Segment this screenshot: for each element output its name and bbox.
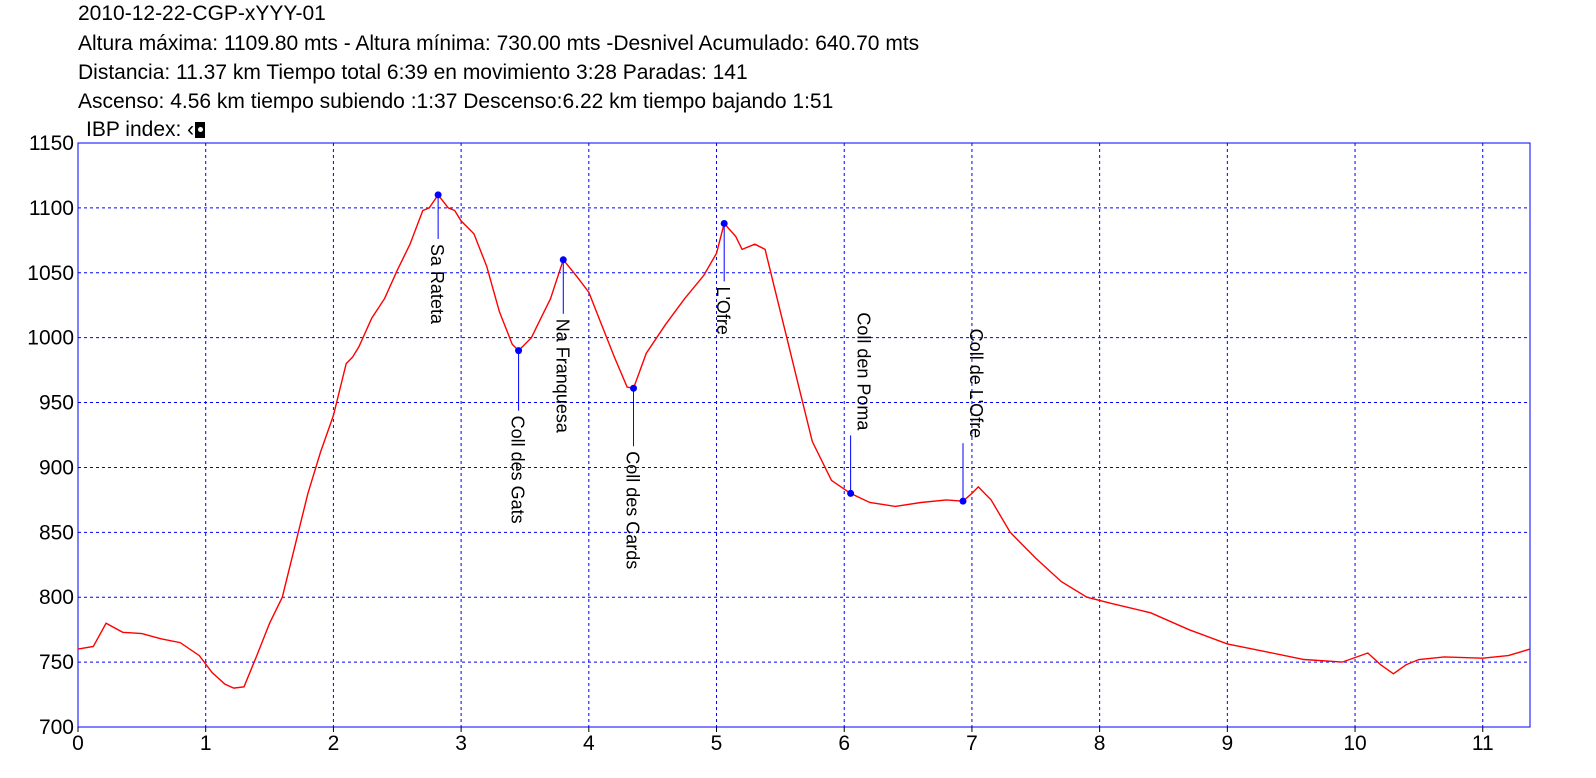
- y-tick-label: 900: [39, 456, 74, 479]
- ascent-descent-summary: Ascenso: 4.56 km tiempo subiendo :1:37 D…: [78, 90, 834, 113]
- x-tick-label: 11: [1472, 732, 1494, 755]
- plot-frame: [77, 142, 1531, 728]
- peak-annotation: Coll des Cards: [623, 384, 643, 569]
- y-tick-label: 800: [39, 586, 74, 609]
- peak-annotation: Sa Rateta: [427, 191, 447, 325]
- distance-time-summary: Distancia: 11.37 km Tiempo total 6:39 en…: [78, 61, 748, 84]
- x-tick-label: 5: [711, 732, 723, 755]
- annotation-label: Coll de L'Ofre: [966, 329, 986, 439]
- axis-ticks: 0 1 2 3 4 5 6 7 8 9 10 11 700 750 800 850 900 950 1000 1050…: [27, 132, 1493, 755]
- annotation-marker: [515, 347, 523, 355]
- annotation-label: Coll des Gats: [508, 416, 528, 524]
- x-tick-label: 7: [966, 732, 978, 755]
- peak-annotations: Sa Rateta Coll des Gats Na Franquesa Coll d…: [427, 191, 986, 569]
- annotation-label: Na Franquesa: [552, 319, 572, 434]
- y-tick-label: 700: [39, 716, 74, 739]
- annotation-marker: [630, 384, 638, 392]
- annotation-marker: [434, 191, 442, 199]
- ibp-badge-icon: [195, 122, 206, 138]
- peak-annotation: Na Franquesa: [552, 256, 572, 434]
- y-tick-label: 1050: [27, 262, 74, 285]
- annotation-marker: [959, 497, 967, 505]
- y-tick-label: 1000: [27, 327, 74, 350]
- annotation-label: Coll des Cards: [623, 451, 643, 569]
- ibp-index-label: IBP index: ‹: [86, 118, 195, 141]
- chart-title: 2010-12-22-CGP-xYYY-01: [78, 2, 326, 25]
- y-tick-label: 1100: [29, 197, 74, 220]
- annotation-marker: [559, 256, 567, 264]
- peak-annotation: L'Ofre: [713, 219, 733, 335]
- y-tick-label: 1150: [29, 132, 74, 155]
- annotation-label: L'Ofre: [713, 286, 733, 334]
- x-tick-label: 6: [838, 732, 850, 755]
- y-tick-label: 750: [39, 651, 74, 674]
- x-tick-label: 0: [72, 732, 84, 755]
- y-tick-label: 850: [39, 521, 74, 544]
- x-tick-label: 2: [328, 732, 340, 755]
- peak-annotation: Coll de L'Ofre: [959, 329, 986, 505]
- altitude-summary: Altura máxima: 1109.80 mts - Altura míni…: [78, 32, 920, 55]
- annotation-marker: [720, 219, 728, 227]
- elevation-line: [77, 193, 1531, 689]
- peak-annotation: Coll des Gats: [508, 347, 528, 524]
- peak-annotation: Coll den Poma: [847, 312, 874, 497]
- x-tick-label: 3: [455, 732, 467, 755]
- grid-lines: [78, 143, 1530, 727]
- x-tick-label: 4: [583, 732, 595, 755]
- x-tick-label: 10: [1343, 732, 1366, 755]
- annotation-marker: [847, 489, 855, 497]
- x-tick-label: 1: [200, 732, 212, 755]
- ibp-index-row: IBP index: ‹: [86, 118, 206, 142]
- annotation-label: Sa Rateta: [427, 244, 447, 325]
- annotation-label: Coll den Poma: [854, 312, 874, 431]
- x-tick-label: 8: [1094, 732, 1106, 755]
- y-tick-label: 950: [39, 392, 74, 415]
- x-tick-label: 9: [1221, 732, 1233, 755]
